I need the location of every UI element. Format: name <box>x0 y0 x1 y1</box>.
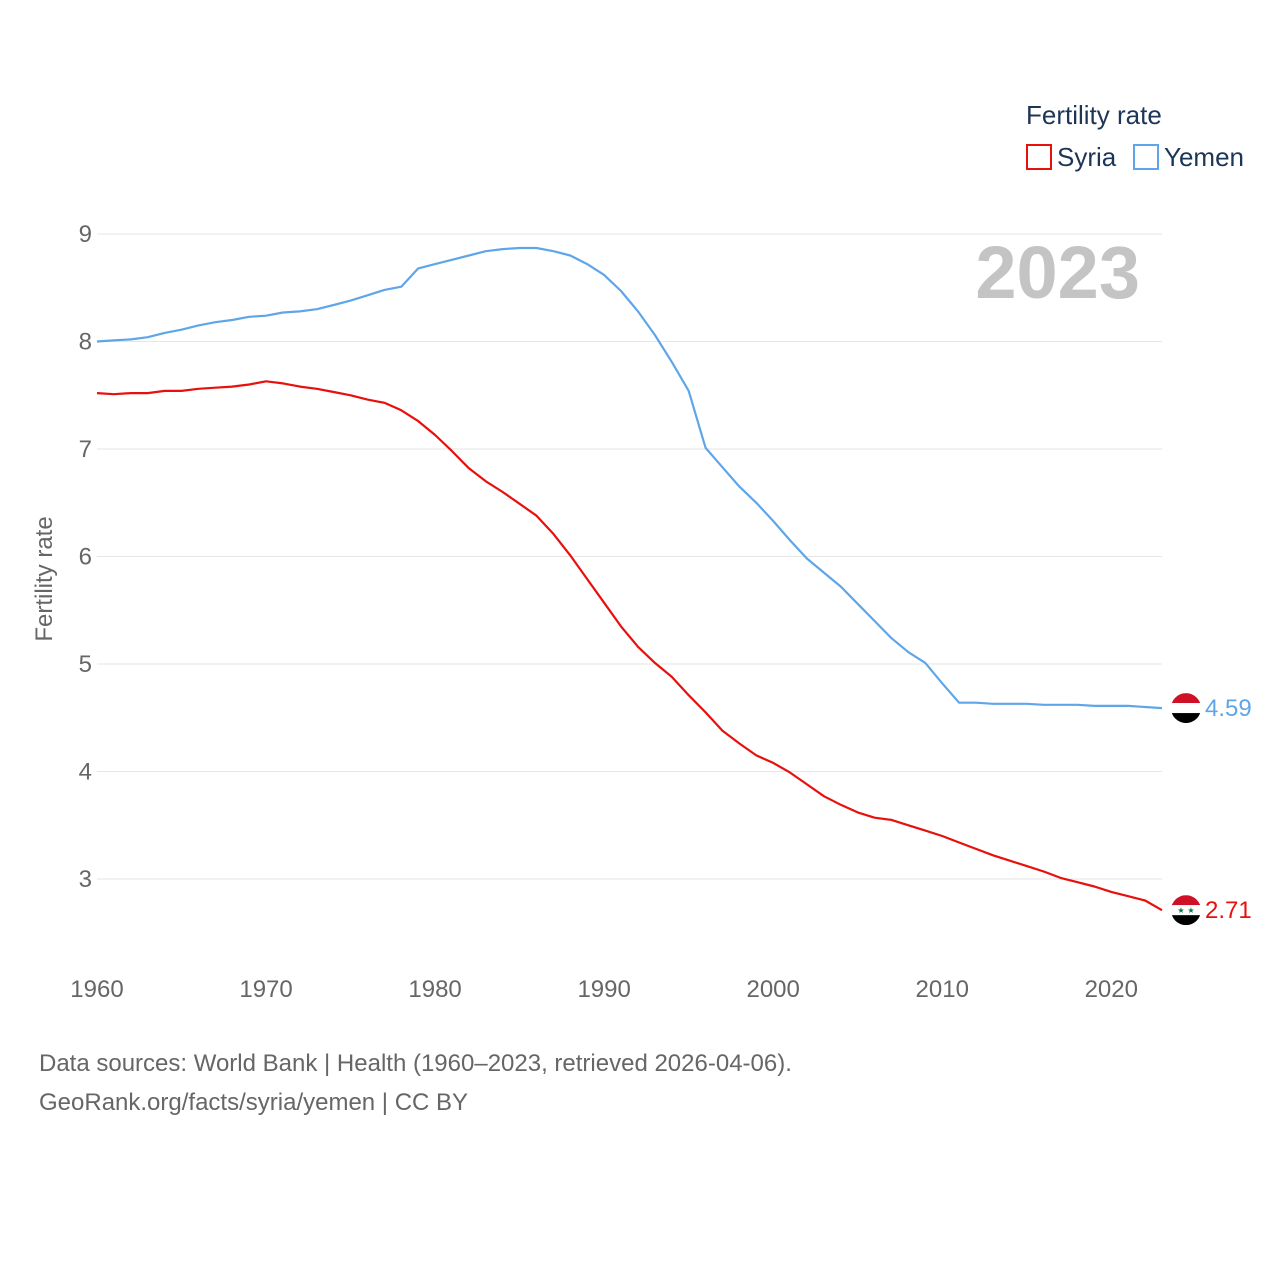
yemen-flag-icon <box>1171 693 1201 724</box>
legend: Fertility rate Syria Yemen <box>1026 100 1244 172</box>
line-chart: 3 4 5 6 7 8 9 1960 1970 1980 1990 2000 2010 2020 202… <box>31 100 1252 1003</box>
legend-label-syria: Syria <box>1057 142 1117 172</box>
y-axis-ticks: 3 4 5 6 7 8 9 <box>79 221 92 893</box>
x-tick-label: 1990 <box>577 976 630 1003</box>
legend-title: Fertility rate <box>1026 100 1162 130</box>
end-value-label-yemen: 4.59 <box>1205 695 1252 722</box>
end-value-label-syria: 2.71 <box>1205 897 1252 924</box>
svg-text:★: ★ <box>1177 906 1184 915</box>
x-axis-ticks: 1960 1970 1980 1990 2000 2010 2020 <box>70 976 1138 1003</box>
syria-flag-icon: ★ ★ <box>1171 895 1201 926</box>
y-axis-title: Fertility rate <box>31 516 58 641</box>
data-sources: Data sources: World Bank | Health (1960–… <box>39 1044 792 1122</box>
y-tick-label: 4 <box>79 759 92 786</box>
y-tick-label: 8 <box>79 329 92 356</box>
legend-swatch-syria <box>1026 144 1052 170</box>
x-tick-label: 2020 <box>1085 976 1138 1003</box>
y-tick-label: 9 <box>79 221 92 248</box>
x-tick-label: 1980 <box>408 976 461 1003</box>
end-markers: ★ ★ 2.714.59 <box>1171 693 1252 926</box>
legend-label-yemen: Yemen <box>1164 142 1244 172</box>
svg-text:★: ★ <box>1187 906 1194 915</box>
x-tick-label: 2000 <box>746 976 799 1003</box>
y-tick-label: 6 <box>79 544 92 571</box>
legend-item-yemen[interactable]: Yemen <box>1133 142 1244 172</box>
y-tick-label: 7 <box>79 436 92 463</box>
year-watermark: 2023 <box>975 231 1140 314</box>
y-tick-label: 5 <box>79 651 92 678</box>
grid-lines <box>97 233 1162 880</box>
x-tick-label: 2010 <box>916 976 969 1003</box>
sources-line-2: GeoRank.org/facts/syria/yemen | CC BY <box>39 1089 469 1116</box>
legend-item-syria[interactable]: Syria <box>1026 142 1117 172</box>
y-tick-label: 3 <box>79 866 92 893</box>
series-line-syria <box>96 380 1163 912</box>
series-line-yemen <box>96 246 1163 710</box>
x-tick-label: 1970 <box>239 976 292 1003</box>
series-lines <box>96 246 1163 912</box>
sources-line-1: Data sources: World Bank | Health (1960–… <box>39 1050 792 1077</box>
x-tick-label: 1960 <box>70 976 123 1003</box>
legend-swatch-yemen <box>1133 144 1159 170</box>
